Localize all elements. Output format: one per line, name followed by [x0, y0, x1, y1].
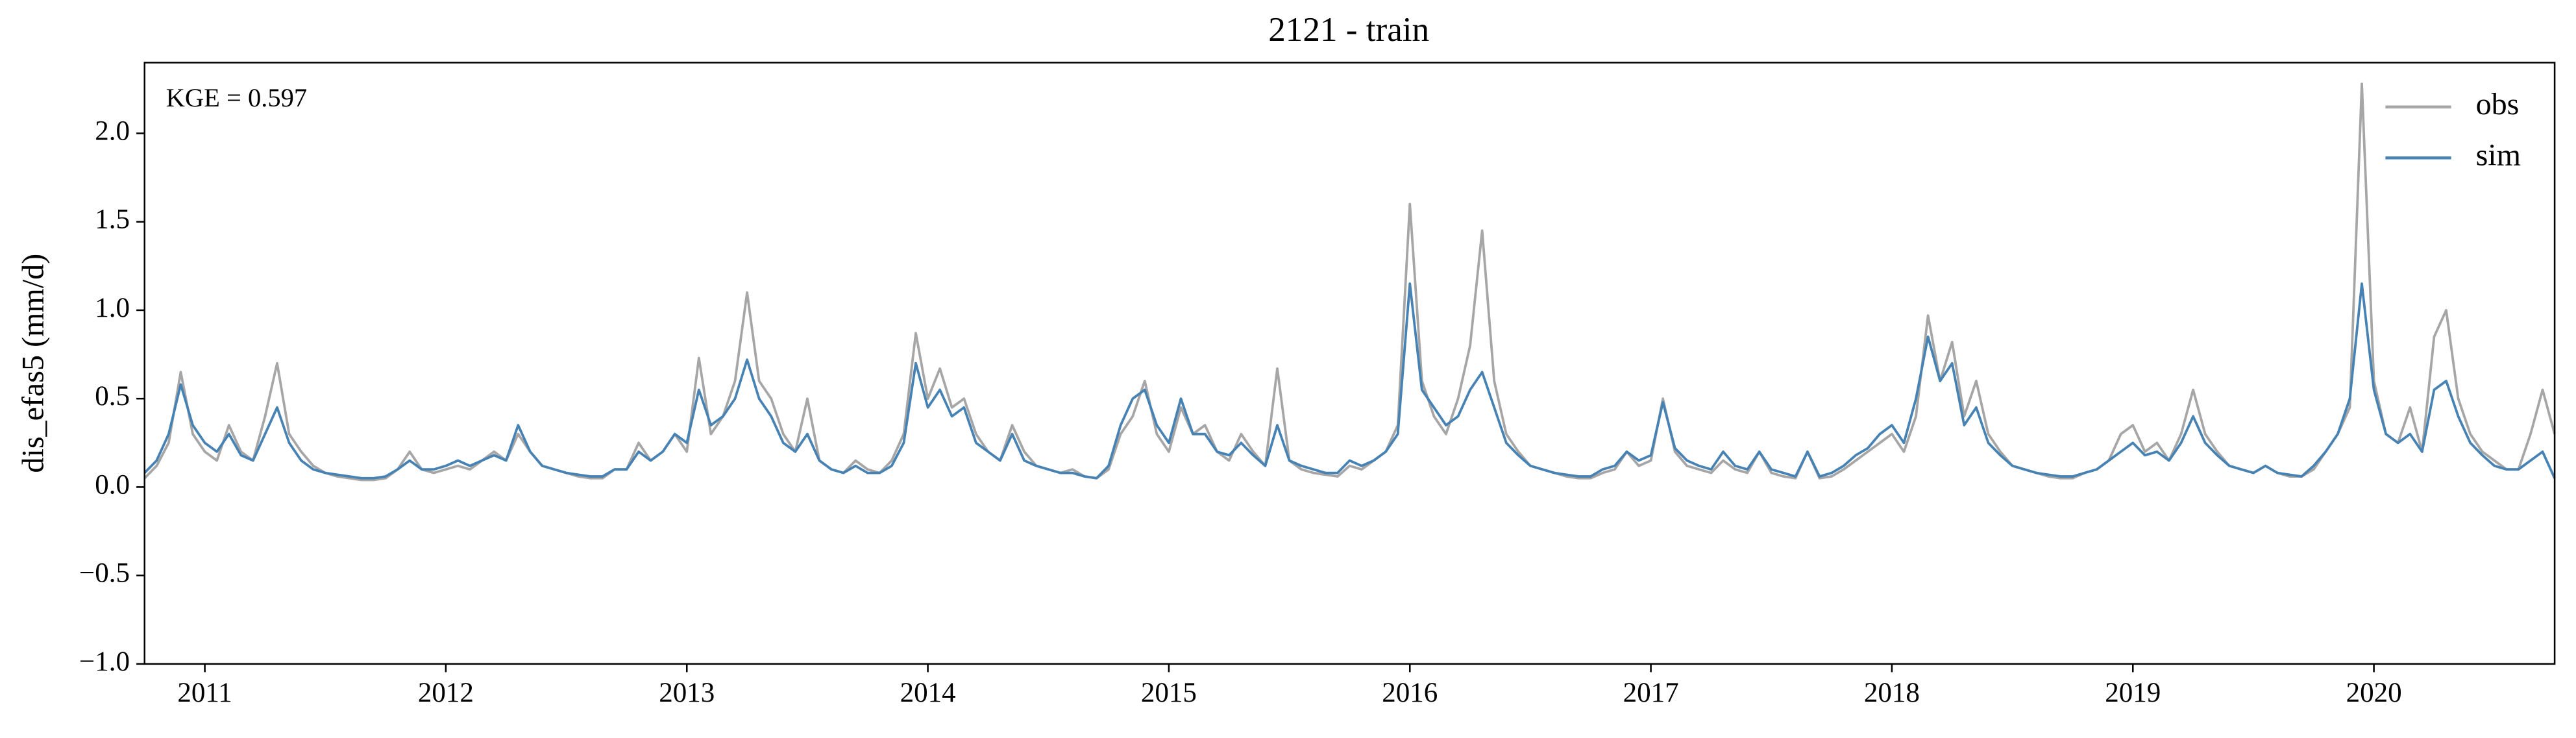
y-tick-label: 0.0	[95, 469, 130, 500]
y-tick-label: −0.5	[79, 558, 130, 589]
y-tick-label: 1.0	[95, 293, 130, 323]
x-tick-label: 2020	[2346, 678, 2402, 708]
x-tick-label: 2014	[900, 678, 956, 708]
x-tick-label: 2011	[177, 678, 232, 708]
x-tick-label: 2012	[418, 678, 474, 708]
legend-label: sim	[2476, 138, 2521, 172]
x-tick-label: 2017	[1623, 678, 1679, 708]
plot-frame	[143, 62, 2556, 665]
y-tick-label: 0.5	[95, 381, 130, 412]
x-tick-label: 2013	[659, 678, 715, 708]
y-tick-label: 2.0	[95, 116, 130, 146]
legend-label: obs	[2476, 87, 2520, 121]
x-tick-label: 2018	[1864, 678, 1920, 708]
y-axis-label: dis_efas5 (mm/d)	[16, 254, 51, 473]
y-tick-label: −1.0	[79, 646, 130, 677]
chart-title: 2121 - train	[1268, 11, 1429, 49]
y-tick-label: 1.5	[95, 204, 130, 235]
x-tick-label: 2015	[1141, 678, 1197, 708]
x-tick-label: 2019	[2105, 678, 2161, 708]
x-tick-label: 2016	[1382, 678, 1438, 708]
annotation: KGE = 0.597	[166, 83, 307, 112]
series-line	[143, 282, 2556, 480]
